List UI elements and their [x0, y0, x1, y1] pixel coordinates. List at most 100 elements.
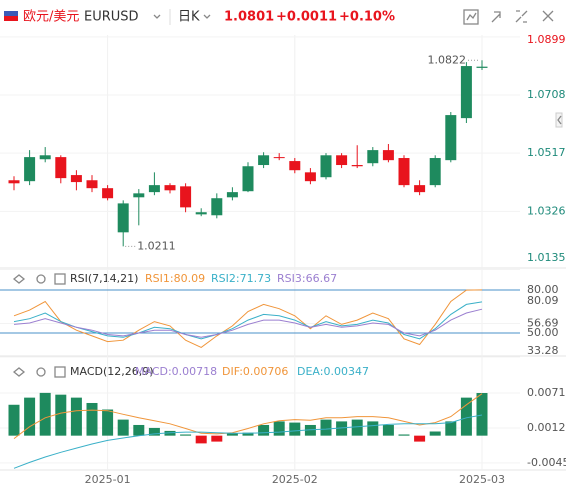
side-toggle[interactable] [555, 112, 563, 128]
rsi-title: RSI(7,14,21) [70, 272, 138, 285]
macd-bar [336, 421, 348, 436]
macd-bar [55, 394, 67, 436]
side-toggle-icon [557, 115, 562, 125]
candle-body [148, 185, 160, 193]
candle-body [55, 157, 67, 179]
instrument-name: 欧元/美元 [23, 10, 79, 25]
candle-body [242, 166, 254, 192]
low-annotation: 1.0211 [137, 239, 176, 252]
macd-bar [164, 430, 176, 436]
dropdown-icon[interactable] [153, 14, 161, 19]
macd-bar [242, 432, 254, 436]
macd-bar [117, 419, 129, 436]
macd-bar [102, 409, 114, 436]
price-change: +0.0011 [276, 10, 337, 25]
high-annotation: 1.0822 [428, 53, 467, 66]
y-tick-label: 1.0326 [527, 204, 566, 217]
macd-bar [289, 422, 301, 436]
period[interactable]: 日K [178, 10, 200, 25]
candle-body [226, 192, 238, 198]
macd-bar [258, 424, 270, 436]
macd-line [13, 393, 483, 439]
macd-line [13, 414, 483, 469]
candle-body [70, 175, 82, 183]
candle-body [117, 203, 129, 233]
rsi-line [13, 308, 483, 338]
candle-body [367, 150, 379, 164]
y-tick-label: 80.00 [527, 283, 559, 296]
candle-body [476, 66, 488, 68]
candle-body [39, 155, 51, 160]
checkbox[interactable] [54, 273, 66, 285]
y-tick-label: 0.00718 [527, 386, 566, 399]
candle-body [211, 198, 223, 216]
macd-bar [367, 421, 379, 436]
candle-body [351, 165, 363, 167]
instrument-symbol[interactable]: EURUSD [84, 10, 139, 25]
settings-icon[interactable] [36, 367, 46, 377]
y-tick-label: 33.28 [527, 344, 559, 357]
candle-body [398, 158, 410, 186]
candle-body [445, 115, 457, 161]
rsi-line [13, 289, 483, 348]
macd-bar [148, 427, 160, 436]
candle-body [429, 158, 441, 186]
candle-body [336, 155, 348, 166]
candle-body [320, 155, 332, 178]
eye-icon[interactable] [12, 274, 26, 284]
x-tick-label: 2025-03 [459, 473, 505, 486]
y-tick-label: -0.00459 [527, 456, 566, 469]
settings-icon[interactable] [36, 274, 46, 284]
macd-bar [429, 431, 441, 436]
macd-header-icons [12, 366, 66, 378]
flag-icon-stripe [4, 16, 18, 21]
last-value-tag: 80.09 [527, 294, 559, 307]
macd-bar [195, 435, 207, 444]
candle-body [133, 193, 145, 198]
macd-title: MACD(12,26,9) [70, 365, 154, 378]
candle-body [289, 161, 301, 171]
expand-button[interactable] [515, 10, 528, 23]
y-tick-label: 0.00129 [527, 421, 566, 434]
y-tick-label: 56.69 [527, 316, 559, 329]
rsi-line [13, 301, 483, 340]
candle-body [102, 188, 114, 199]
candle-body [195, 212, 207, 215]
rsi-header-icons [12, 273, 66, 285]
y-tick-label: 50.00 [527, 326, 559, 339]
macd-bar [476, 393, 488, 436]
macd-bar [86, 402, 98, 436]
legend-entry: RSI2:71.73 [211, 272, 271, 285]
candle-body [180, 186, 192, 208]
x-tick-label: 2025-01 [85, 473, 131, 486]
candle-body [304, 172, 316, 182]
x-tick-label: 2025-02 [272, 473, 318, 486]
macd-bar [445, 421, 457, 436]
toolbar-button[interactable] [463, 9, 479, 25]
checkbox[interactable] [54, 366, 66, 378]
eye-icon[interactable] [12, 367, 26, 377]
candle-body [258, 155, 270, 166]
close-button[interactable] [542, 10, 554, 22]
macd-bar [211, 435, 223, 442]
legend-entry: MACD:0.00718 [135, 365, 217, 378]
y-tick-label: 1.0517 [527, 146, 566, 159]
last-price: 1.0801 [224, 10, 274, 25]
macd-bar [70, 397, 82, 436]
draw-button[interactable] [491, 11, 501, 23]
macd-bar [414, 435, 426, 442]
y-tick-label: 1.0135 [527, 251, 566, 264]
macd-bar [304, 424, 316, 436]
price-change-pct: +0.10% [339, 10, 395, 25]
dropdown-icon[interactable] [203, 14, 211, 19]
candle-body [164, 185, 176, 191]
macd-bar [320, 419, 332, 436]
y-tick-label: 1.0899 [527, 33, 566, 46]
macd-bar [226, 433, 238, 436]
macd-bar [180, 434, 192, 436]
candle-body [414, 185, 426, 193]
candle-body [382, 150, 394, 161]
macd-bar [351, 419, 363, 436]
macd-bar [398, 434, 410, 436]
toolbar-icon [466, 12, 477, 21]
